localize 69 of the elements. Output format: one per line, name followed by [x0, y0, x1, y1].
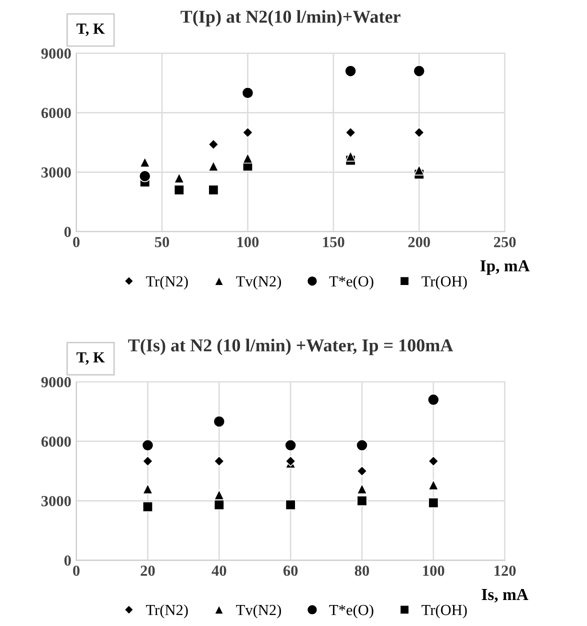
y-tick-label: 6000	[41, 108, 71, 118]
chart-title: T(Is) at N2 (10 l/min) +Water, Ip = 100mA	[128, 338, 454, 356]
point	[285, 499, 296, 510]
point	[428, 480, 439, 490]
legend-label: Tr(N2)	[146, 604, 188, 618]
point	[142, 456, 154, 466]
legend-label: T*e(O)	[329, 604, 374, 618]
point	[242, 127, 254, 138]
point	[356, 496, 368, 506]
point	[427, 394, 440, 406]
point	[414, 164, 424, 176]
legend-label: Tr(N2)	[146, 276, 188, 290]
point	[213, 416, 226, 428]
point	[413, 65, 426, 78]
x-tick-label: 120	[494, 566, 516, 576]
point	[428, 456, 439, 466]
y-tick-label: 0	[64, 226, 71, 238]
x-tick-label: 60	[283, 566, 298, 576]
point	[214, 499, 224, 510]
point	[142, 484, 154, 494]
y-axis-title: T, K	[76, 24, 105, 36]
point	[138, 170, 151, 182]
point	[142, 501, 154, 512]
x-tick-label: 80	[354, 566, 370, 576]
point	[242, 152, 253, 164]
point	[356, 439, 368, 452]
point	[344, 65, 357, 78]
x-tick-label: 0	[73, 236, 80, 248]
point	[140, 156, 150, 168]
legend-label: Tv(N2)	[236, 276, 281, 290]
legend-label: Tv(N2)	[236, 604, 281, 618]
y-tick-label: 6000	[41, 436, 71, 447]
point	[208, 139, 219, 150]
point	[174, 184, 184, 196]
x-tick-label: 40	[212, 566, 226, 576]
point	[428, 498, 439, 508]
legend-label: Tr(OH)	[422, 276, 467, 290]
legend-label: Tr(OH)	[422, 604, 467, 618]
point	[142, 439, 154, 452]
y-axis-title: T, K	[76, 352, 105, 365]
x-tick-label: 150	[323, 236, 344, 248]
point	[208, 160, 219, 172]
point	[208, 184, 219, 196]
x-axis-title: Ip, mA	[480, 260, 530, 275]
x-tick-label: 20	[140, 566, 155, 576]
y-tick-label: 9000	[41, 48, 71, 59]
point	[345, 127, 356, 138]
x-tick-label: 250	[494, 236, 516, 248]
point	[345, 151, 356, 162]
chart-title: T(Ip) at N2(10 l/min)+Water	[180, 10, 400, 26]
point	[242, 86, 254, 99]
point	[356, 466, 368, 476]
point	[284, 439, 297, 452]
y-tick-label: 3000	[41, 167, 71, 178]
x-tick-label: 100	[237, 236, 259, 248]
y-tick-label: 3000	[41, 496, 71, 506]
x-tick-label: 0	[73, 566, 80, 576]
x-tick-label: 100	[423, 566, 444, 576]
point	[414, 127, 424, 138]
point	[214, 456, 224, 466]
point	[174, 172, 184, 184]
x-tick-label: 50	[154, 236, 170, 248]
point	[356, 484, 368, 494]
y-tick-label: 0	[64, 555, 71, 566]
point	[214, 490, 224, 500]
x-axis-title: Is, mA	[482, 588, 528, 603]
y-tick-label: 9000	[41, 377, 71, 388]
legend-label: T*e(O)	[329, 276, 374, 290]
x-tick-label: 200	[408, 236, 430, 248]
